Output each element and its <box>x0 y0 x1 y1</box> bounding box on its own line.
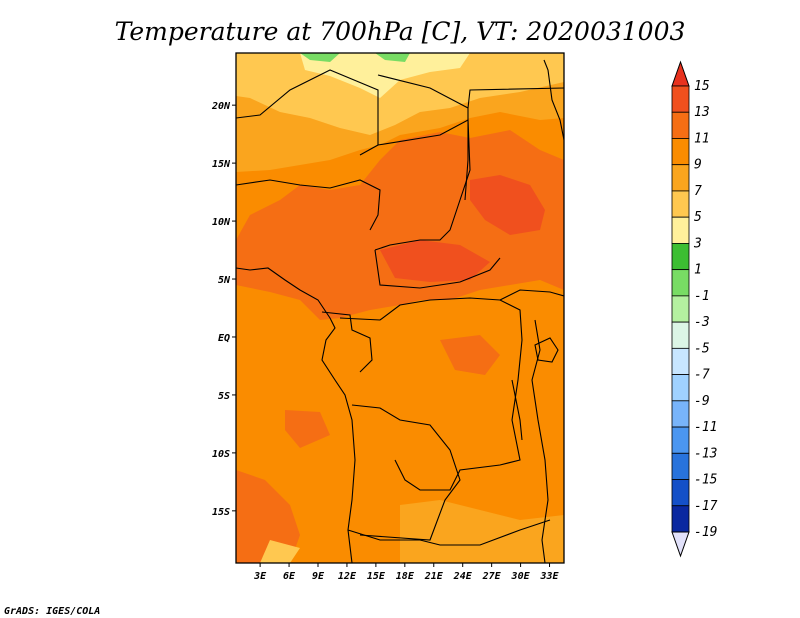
y-tick-label: 10N <box>212 217 231 228</box>
field-region-3-5-patch <box>300 53 470 98</box>
x-tick-label: 33E <box>539 571 559 582</box>
colorbar-label: -17 <box>694 499 718 514</box>
colorbar-swatch <box>671 374 690 402</box>
colorbar-swatch <box>671 243 690 271</box>
y-tick-label: 15S <box>212 507 230 518</box>
y-tick-label: 15N <box>212 159 231 170</box>
x-axis: 3E 6E 9E 12E 15E 18E 21E 24E 27E 30E 33E <box>253 563 560 582</box>
credit-label: GrADS: IGES/COLA <box>4 606 100 617</box>
lake-victoria <box>534 337 559 363</box>
colorbar-swatch <box>671 347 690 375</box>
border-sahel-1 <box>236 179 381 231</box>
colorbar-swatch <box>671 138 690 166</box>
field-region-11-13-southwest <box>236 470 300 563</box>
colorbar-label: 5 <box>694 210 702 225</box>
x-tick-label: 6E <box>283 571 296 582</box>
y-axis: 20N 15N 10N 5N EQ 5S 10S 15S <box>211 101 236 518</box>
x-tick-label: 21E <box>424 571 444 582</box>
x-tick-label: 30E <box>511 571 531 582</box>
colorbar-label: 15 <box>694 79 710 94</box>
field-region-warm-patch-2 <box>285 410 330 448</box>
colorbar-label: 9 <box>694 158 702 173</box>
colorbar-swatch <box>671 295 690 323</box>
lake-tanganyika <box>511 379 523 441</box>
coastline-west <box>236 267 356 563</box>
border-car <box>374 249 501 289</box>
colorbar-label: -11 <box>694 420 717 435</box>
colorbar-label: 3 <box>693 236 702 251</box>
border-drc <box>339 297 523 491</box>
colorbar-label: -7 <box>694 368 710 383</box>
y-tick-label: EQ <box>218 333 230 344</box>
x-tick-label: 18E <box>396 571 415 582</box>
border-south <box>347 519 551 546</box>
colorbar-label: 1 <box>694 263 702 278</box>
borders <box>236 59 564 563</box>
border-sudan <box>467 87 564 109</box>
field-region-13-15-blob <box>470 175 545 235</box>
colorbar-swatch <box>671 452 690 480</box>
colorbar-swatch <box>671 505 690 533</box>
colorbar-label: -15 <box>694 473 718 488</box>
colorbar-swatch <box>671 400 690 428</box>
x-tick-label: 9E <box>312 571 325 582</box>
colorbar-label: -9 <box>694 394 710 409</box>
x-tick-label: 24E <box>453 571 473 582</box>
field-region-5-7-south <box>260 540 300 563</box>
chart-title: Temperature at 700hPa [C], VT: 202003100… <box>115 17 686 46</box>
colorbar-swatch <box>671 479 690 507</box>
field-region-warm-patch-1 <box>440 335 500 375</box>
y-tick-label: 20N <box>211 101 231 112</box>
field-region-13-15-blob-2 <box>380 240 490 282</box>
field-region-green-patch <box>300 53 410 62</box>
colorbar-swatch <box>671 216 690 244</box>
colorbar-swatch <box>671 269 690 297</box>
coastline-east <box>543 59 564 141</box>
x-tick-label: 12E <box>338 571 357 582</box>
y-tick-label: 10S <box>212 449 230 460</box>
x-tick-label: 27E <box>482 571 502 582</box>
colorbar-label: -19 <box>694 525 717 540</box>
colorbar-label: -1 <box>694 289 710 304</box>
field-region-7-9-south <box>400 500 564 563</box>
colorbar-top-arrow <box>671 60 690 87</box>
border-east <box>499 289 564 563</box>
colorbar-bottom-arrow <box>671 531 690 558</box>
field-region-5-7-north <box>236 53 564 135</box>
colorbar-swatch <box>671 111 690 139</box>
border-chad <box>374 119 471 251</box>
x-tick-label: 15E <box>367 571 386 582</box>
x-tick-label: 3E <box>253 571 267 582</box>
colorbar-label: -3 <box>694 315 710 330</box>
colorbar-swatch <box>671 164 690 192</box>
colorbar-swatch <box>671 321 690 349</box>
colorbar-swatch <box>671 426 690 454</box>
colorbar-swatch <box>671 190 690 218</box>
colorbar-label: 13 <box>694 105 710 120</box>
border-gabon <box>321 311 373 373</box>
y-tick-label: 5S <box>218 391 230 402</box>
colorbar: 15 13 11 9 7 5 3 1 -1 -3 -5 -7 -9 -11 -13 -15 -17 -19 <box>671 60 718 558</box>
colorbar-label: 7 <box>694 184 702 199</box>
map-frame <box>235 52 565 564</box>
temperature-field <box>236 53 564 563</box>
colorbar-label: -13 <box>694 446 717 461</box>
colorbar-swatch <box>671 85 690 113</box>
colorbar-label: 11 <box>694 131 710 146</box>
y-tick-label: 5N <box>218 275 231 286</box>
field-region-11-13-sahel <box>236 130 564 320</box>
border-angola <box>351 404 461 541</box>
colorbar-label: -5 <box>694 341 710 356</box>
